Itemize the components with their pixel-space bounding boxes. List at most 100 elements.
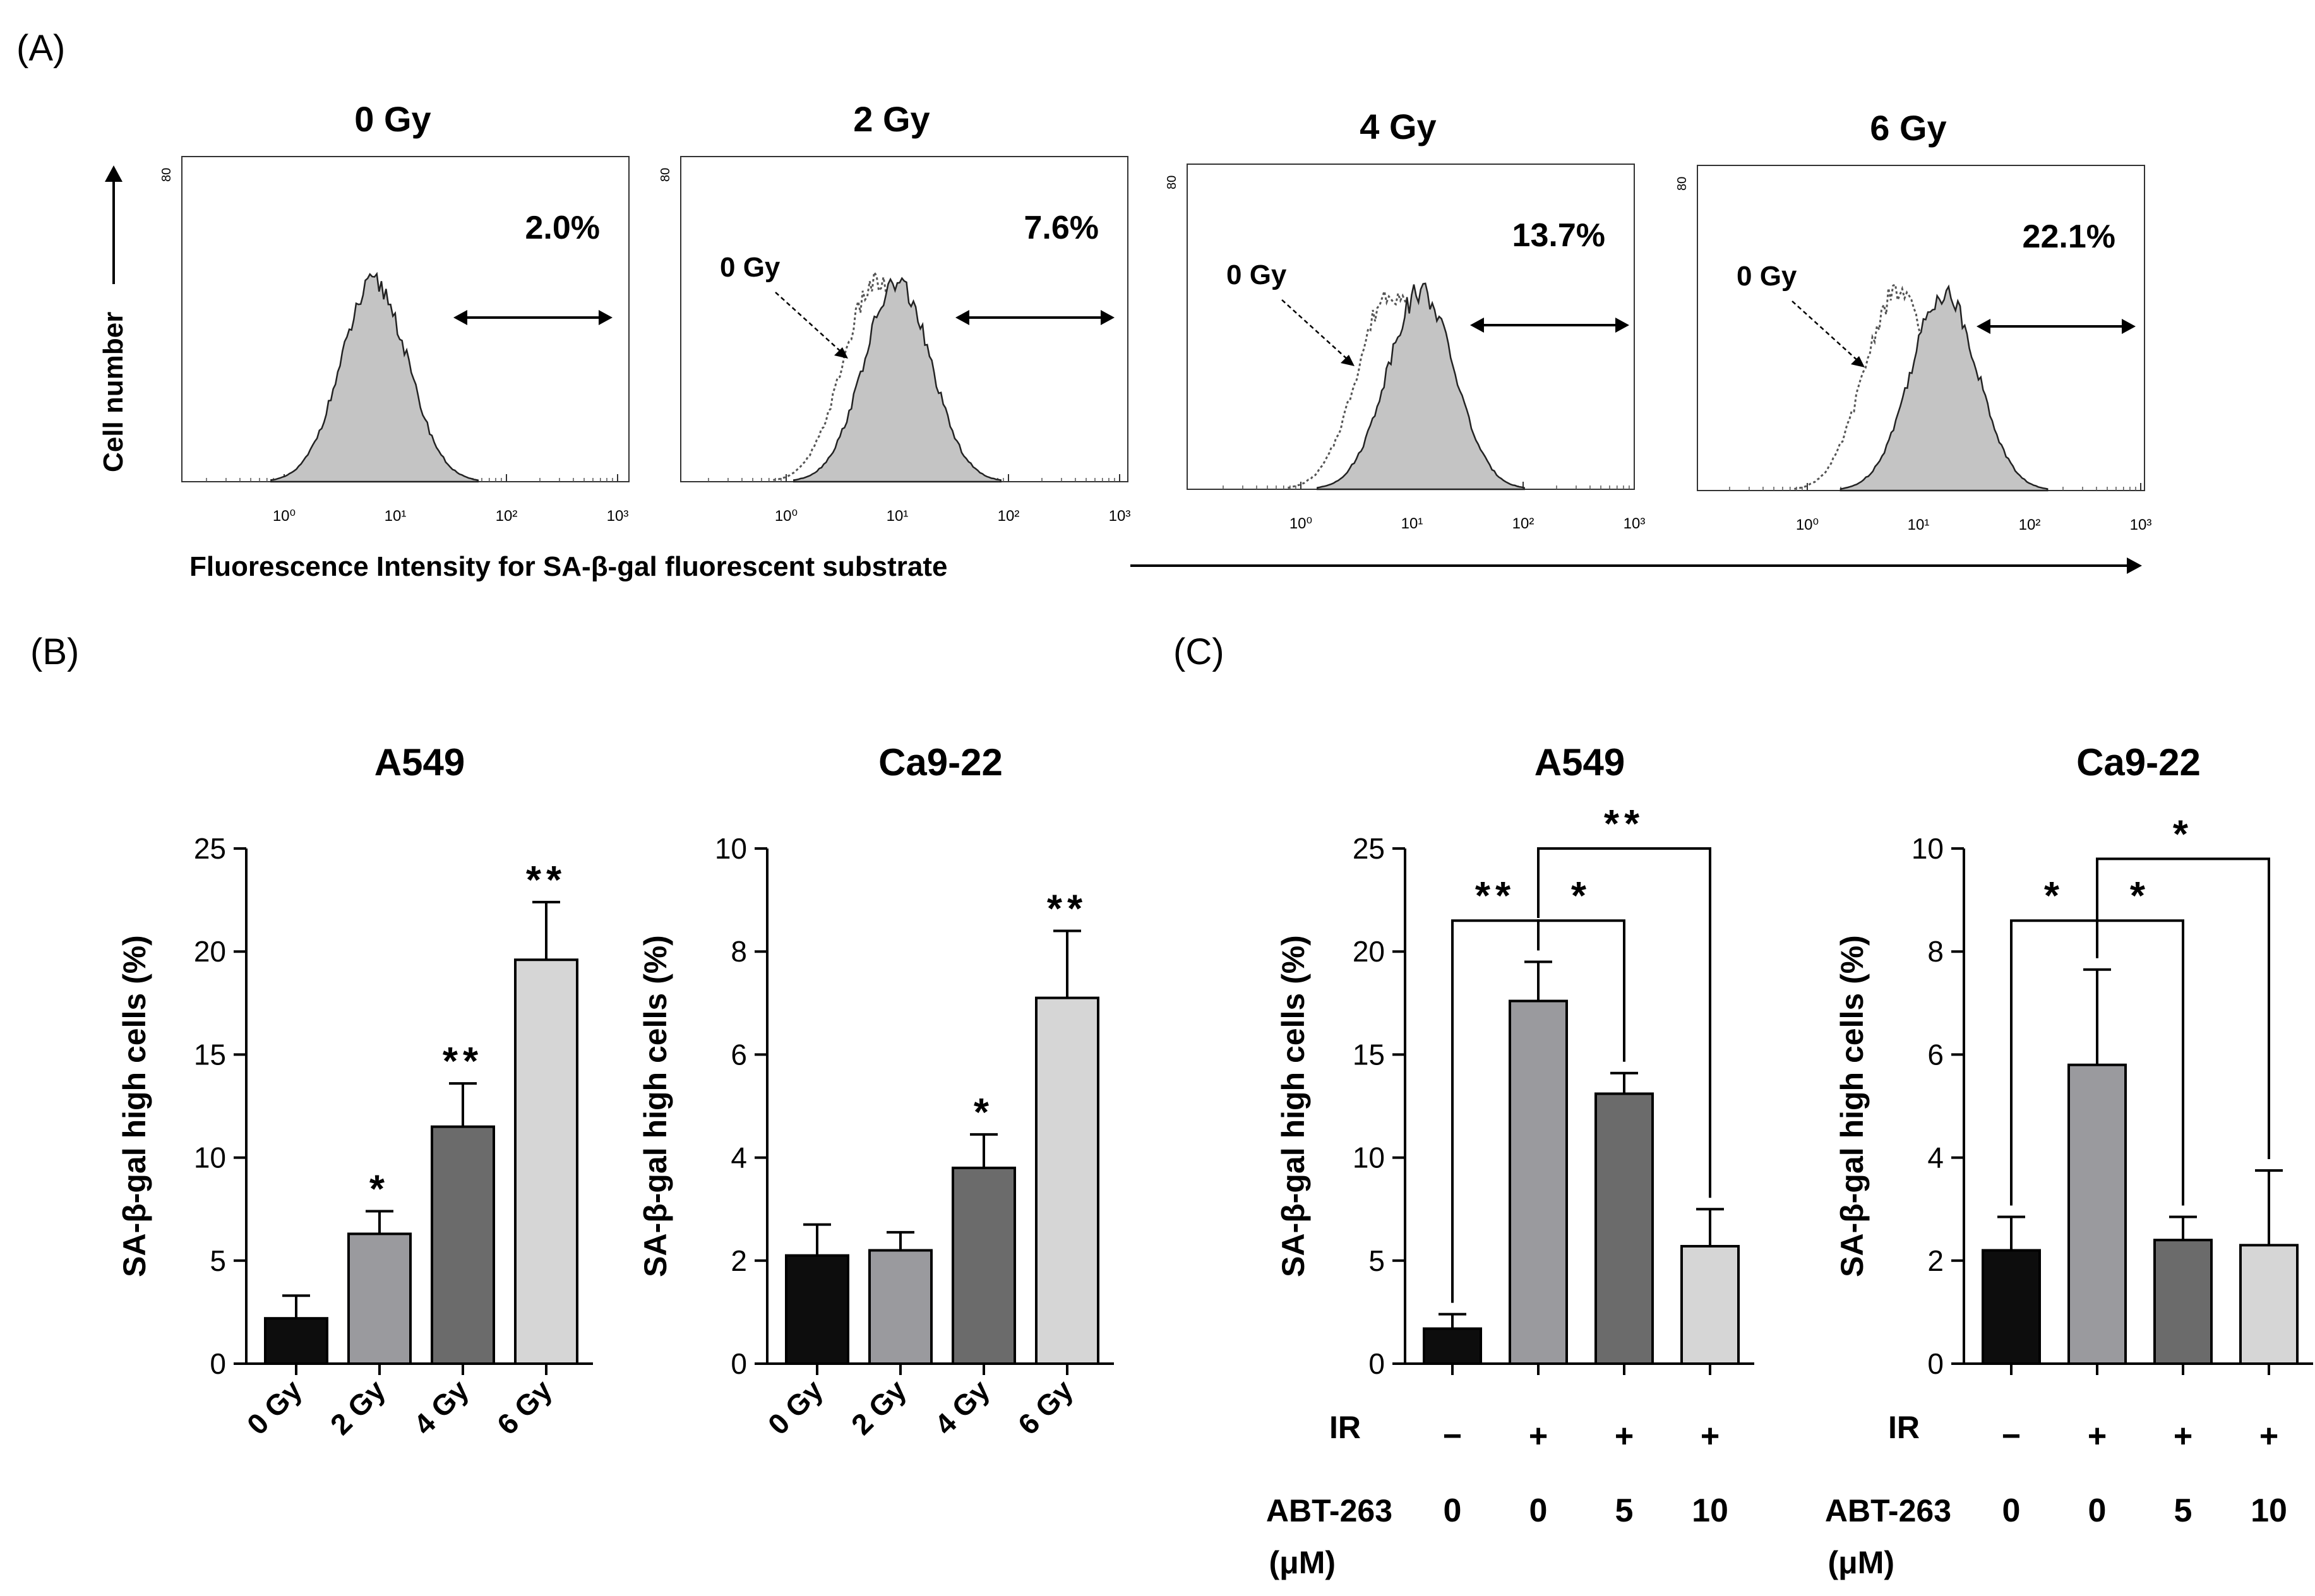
significance-mark: * [974,1091,994,1134]
bar [1035,996,1099,1365]
histogram-panel-3: 6 Gy 80 10⁰ 10¹ 10² 10³ 22.1% 0 Gy [1675,108,2151,533]
histogram-overlay-pointer [775,292,844,354]
panel-a-histograms: Cell number Fluorescence Intensity for S… [98,99,2151,582]
treatment-row-label-abt: ABT-263 [1825,1493,1951,1528]
histogram-percent-label: 7.6% [1024,210,1099,246]
bar-chart-title: Ca9-22 [2076,741,2201,783]
bar-chart-y-axis-label: SA-β-gal high cells (%) [638,935,673,1277]
histogram-overlay-label: 0 Gy [720,252,781,283]
histogram-gate-arrowhead-right [2122,319,2136,334]
significance-mark: ** [1475,874,1516,918]
panel-a-y-axis-label: Cell number [98,312,129,472]
histogram-x-tick-label: 10¹ [1401,515,1423,532]
treatment-abt-value: 10 [1692,1492,1728,1529]
significance-mark: ** [1604,802,1644,846]
bar-chart-category-label: 0 Gy [241,1373,309,1441]
significance-bracket [2010,919,2098,1206]
bar-chart-category-label: 2 Gy [845,1373,913,1441]
histogram-filled-curve [1317,282,1525,491]
histogram-overlay-pointer [1792,301,1860,363]
treatment-ir-value: + [1701,1418,1720,1455]
histogram-percent-label: 22.1% [2023,218,2115,255]
bar-chart-title: A549 [374,741,465,783]
histogram-gate-arrowhead-right [1101,310,1115,325]
bar-chart-category-label: 4 Gy [928,1373,996,1441]
treatment-ir-value: − [2002,1418,2021,1455]
treatment-ir-value: + [2259,1418,2278,1455]
histogram-x-tick-label: 10² [1512,515,1534,532]
bar [868,1249,933,1365]
histogram-panel-0: 0 Gy 80 10⁰ 10¹ 10² 10³ 2.0% [160,99,630,525]
significance-mark: * [2173,813,2193,856]
bar [347,1232,412,1366]
significance-mark: ** [1047,888,1087,931]
bar [2239,1244,2299,1365]
histogram-y-tick: 80 [659,168,673,182]
histogram-x-tick-label: 10³ [2130,516,2152,533]
histogram-filled-curve [1839,284,2049,492]
histogram-gate-arrowhead-left [955,310,969,325]
histogram-x-tick-label: 10¹ [887,508,909,525]
bar-chart-y-tick-label: 8 [731,935,747,968]
bar-chart-category-label: 2 Gy [324,1373,392,1441]
bar-chart-y-tick-label: 4 [731,1141,747,1174]
histogram-gate-arrowhead-right [1615,318,1629,333]
panel-letter-a: (A) [16,28,65,69]
treatment-abt-value: 5 [1615,1492,1634,1529]
treatment-row-label-unit: (μM) [1827,1545,1894,1580]
histogram-panel-1: 2 Gy 80 10⁰ 10¹ 10² 10³ 7.6% 0 Gy [659,99,1130,525]
histogram-x-tick-label: 10² [998,508,1020,525]
bar-chart-y-axis-label: SA-β-gal high cells (%) [1834,935,1870,1277]
histogram-x-tick-label: 10³ [607,508,629,525]
bar-chart-category-label: 4 Gy [407,1373,476,1441]
bar-chart-y-tick-label: 10 [1353,1141,1385,1174]
histogram-title: 2 Gy [853,99,930,139]
bar-chart-c-2: A549 SA-β-gal high cells (%) 0 5 10 15 20 25 IR A… [1266,741,1754,1580]
bar-chart-y-tick-label: 0 [1368,1347,1385,1380]
treatment-row-label-unit: (μM) [1269,1545,1336,1580]
histogram-overlay-pointer [1281,299,1350,362]
histogram-x-tick-label: 10¹ [385,508,407,525]
histogram-x-tick-label: 10¹ [1908,516,1930,533]
treatment-abt-value: 10 [2251,1492,2287,1529]
significance-bracket [1537,847,1711,1198]
bar-chart-category-label: 6 Gy [491,1373,559,1441]
histogram-title: 6 Gy [1870,108,1946,148]
bar-chart-y-tick-label: 10 [715,832,747,865]
bar-chart-y-tick-label: 0 [731,1347,747,1380]
treatment-abt-value: 0 [2002,1492,2021,1529]
treatment-ir-value: + [2088,1418,2107,1455]
treatment-abt-value: 0 [1529,1492,1548,1529]
histogram-overlay-label: 0 Gy [1737,261,1797,292]
bar [1982,1249,2041,1365]
bar-chart-y-tick-label: 5 [1368,1244,1385,1277]
histogram-title: 4 Gy [1360,107,1436,146]
bar-chart-y-tick-label: 10 [1911,832,1944,865]
histogram-gate-arrowhead-left [1976,319,1990,334]
bar [2067,1063,2127,1365]
histogram-overlay-label: 0 Gy [1226,259,1287,290]
histogram-y-tick: 80 [1675,177,1689,191]
bar-chart-y-tick-label: 6 [731,1038,747,1071]
panel-letter-b: (B) [30,631,79,672]
bar-chart-y-axis-label: SA-β-gal high cells (%) [1276,935,1311,1277]
treatment-ir-value: − [1443,1418,1462,1455]
significance-mark: * [2130,874,2150,918]
histogram-x-tick-label: 10⁰ [1289,515,1312,532]
histogram-percent-label: 13.7% [1512,217,1605,254]
significance-bracket [1537,919,1625,1062]
bar [264,1317,328,1365]
bar-chart-y-tick-label: 4 [1927,1141,1944,1174]
significance-mark: * [2044,874,2064,918]
histogram-x-tick-label: 10⁰ [775,508,798,525]
treatment-abt-value: 0 [1444,1492,1462,1529]
histogram-panels: 0 Gy 80 10⁰ 10¹ 10² 10³ 2.0% 2 Gy 80 10⁰ 10¹ 10² 10³… [160,99,2151,533]
bar-chart-y-tick-label: 20 [1353,935,1385,968]
bar-chart-category-label: 0 Gy [762,1373,830,1441]
bar [785,1254,849,1366]
histogram-x-tick-label: 10⁰ [273,508,296,525]
bar-chart-y-tick-label: 2 [731,1244,747,1277]
